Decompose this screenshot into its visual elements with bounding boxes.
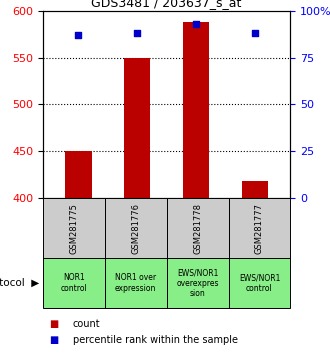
Bar: [228, 198, 290, 258]
Text: ■: ■: [50, 335, 59, 345]
Point: [76, 32, 81, 38]
Text: EWS/NOR1
overexpres
sion: EWS/NOR1 overexpres sion: [176, 268, 219, 298]
Text: NOR1 over
expression: NOR1 over expression: [115, 274, 156, 293]
Text: ■: ■: [50, 319, 59, 329]
Text: GSM281776: GSM281776: [131, 203, 140, 254]
Point: [193, 21, 199, 27]
Bar: [124, 57, 150, 198]
Title: GDS3481 / 203637_s_at: GDS3481 / 203637_s_at: [91, 0, 242, 10]
Bar: [242, 181, 268, 198]
Text: protocol  ▶: protocol ▶: [0, 278, 40, 288]
Point: [252, 30, 258, 36]
Text: GSM281775: GSM281775: [69, 203, 78, 254]
Bar: [105, 258, 167, 308]
Bar: [183, 22, 209, 198]
Bar: [105, 198, 167, 258]
Bar: [43, 258, 105, 308]
Text: GSM281777: GSM281777: [255, 203, 264, 254]
Text: GSM281778: GSM281778: [193, 203, 202, 254]
Text: count: count: [73, 319, 100, 329]
Bar: [228, 258, 290, 308]
Bar: [43, 198, 105, 258]
Text: NOR1
control: NOR1 control: [60, 274, 87, 293]
Text: percentile rank within the sample: percentile rank within the sample: [73, 335, 238, 345]
Bar: [167, 258, 228, 308]
Text: EWS/NOR1
control: EWS/NOR1 control: [239, 274, 280, 293]
Point: [135, 30, 140, 36]
Bar: [167, 198, 228, 258]
Bar: [65, 152, 91, 198]
